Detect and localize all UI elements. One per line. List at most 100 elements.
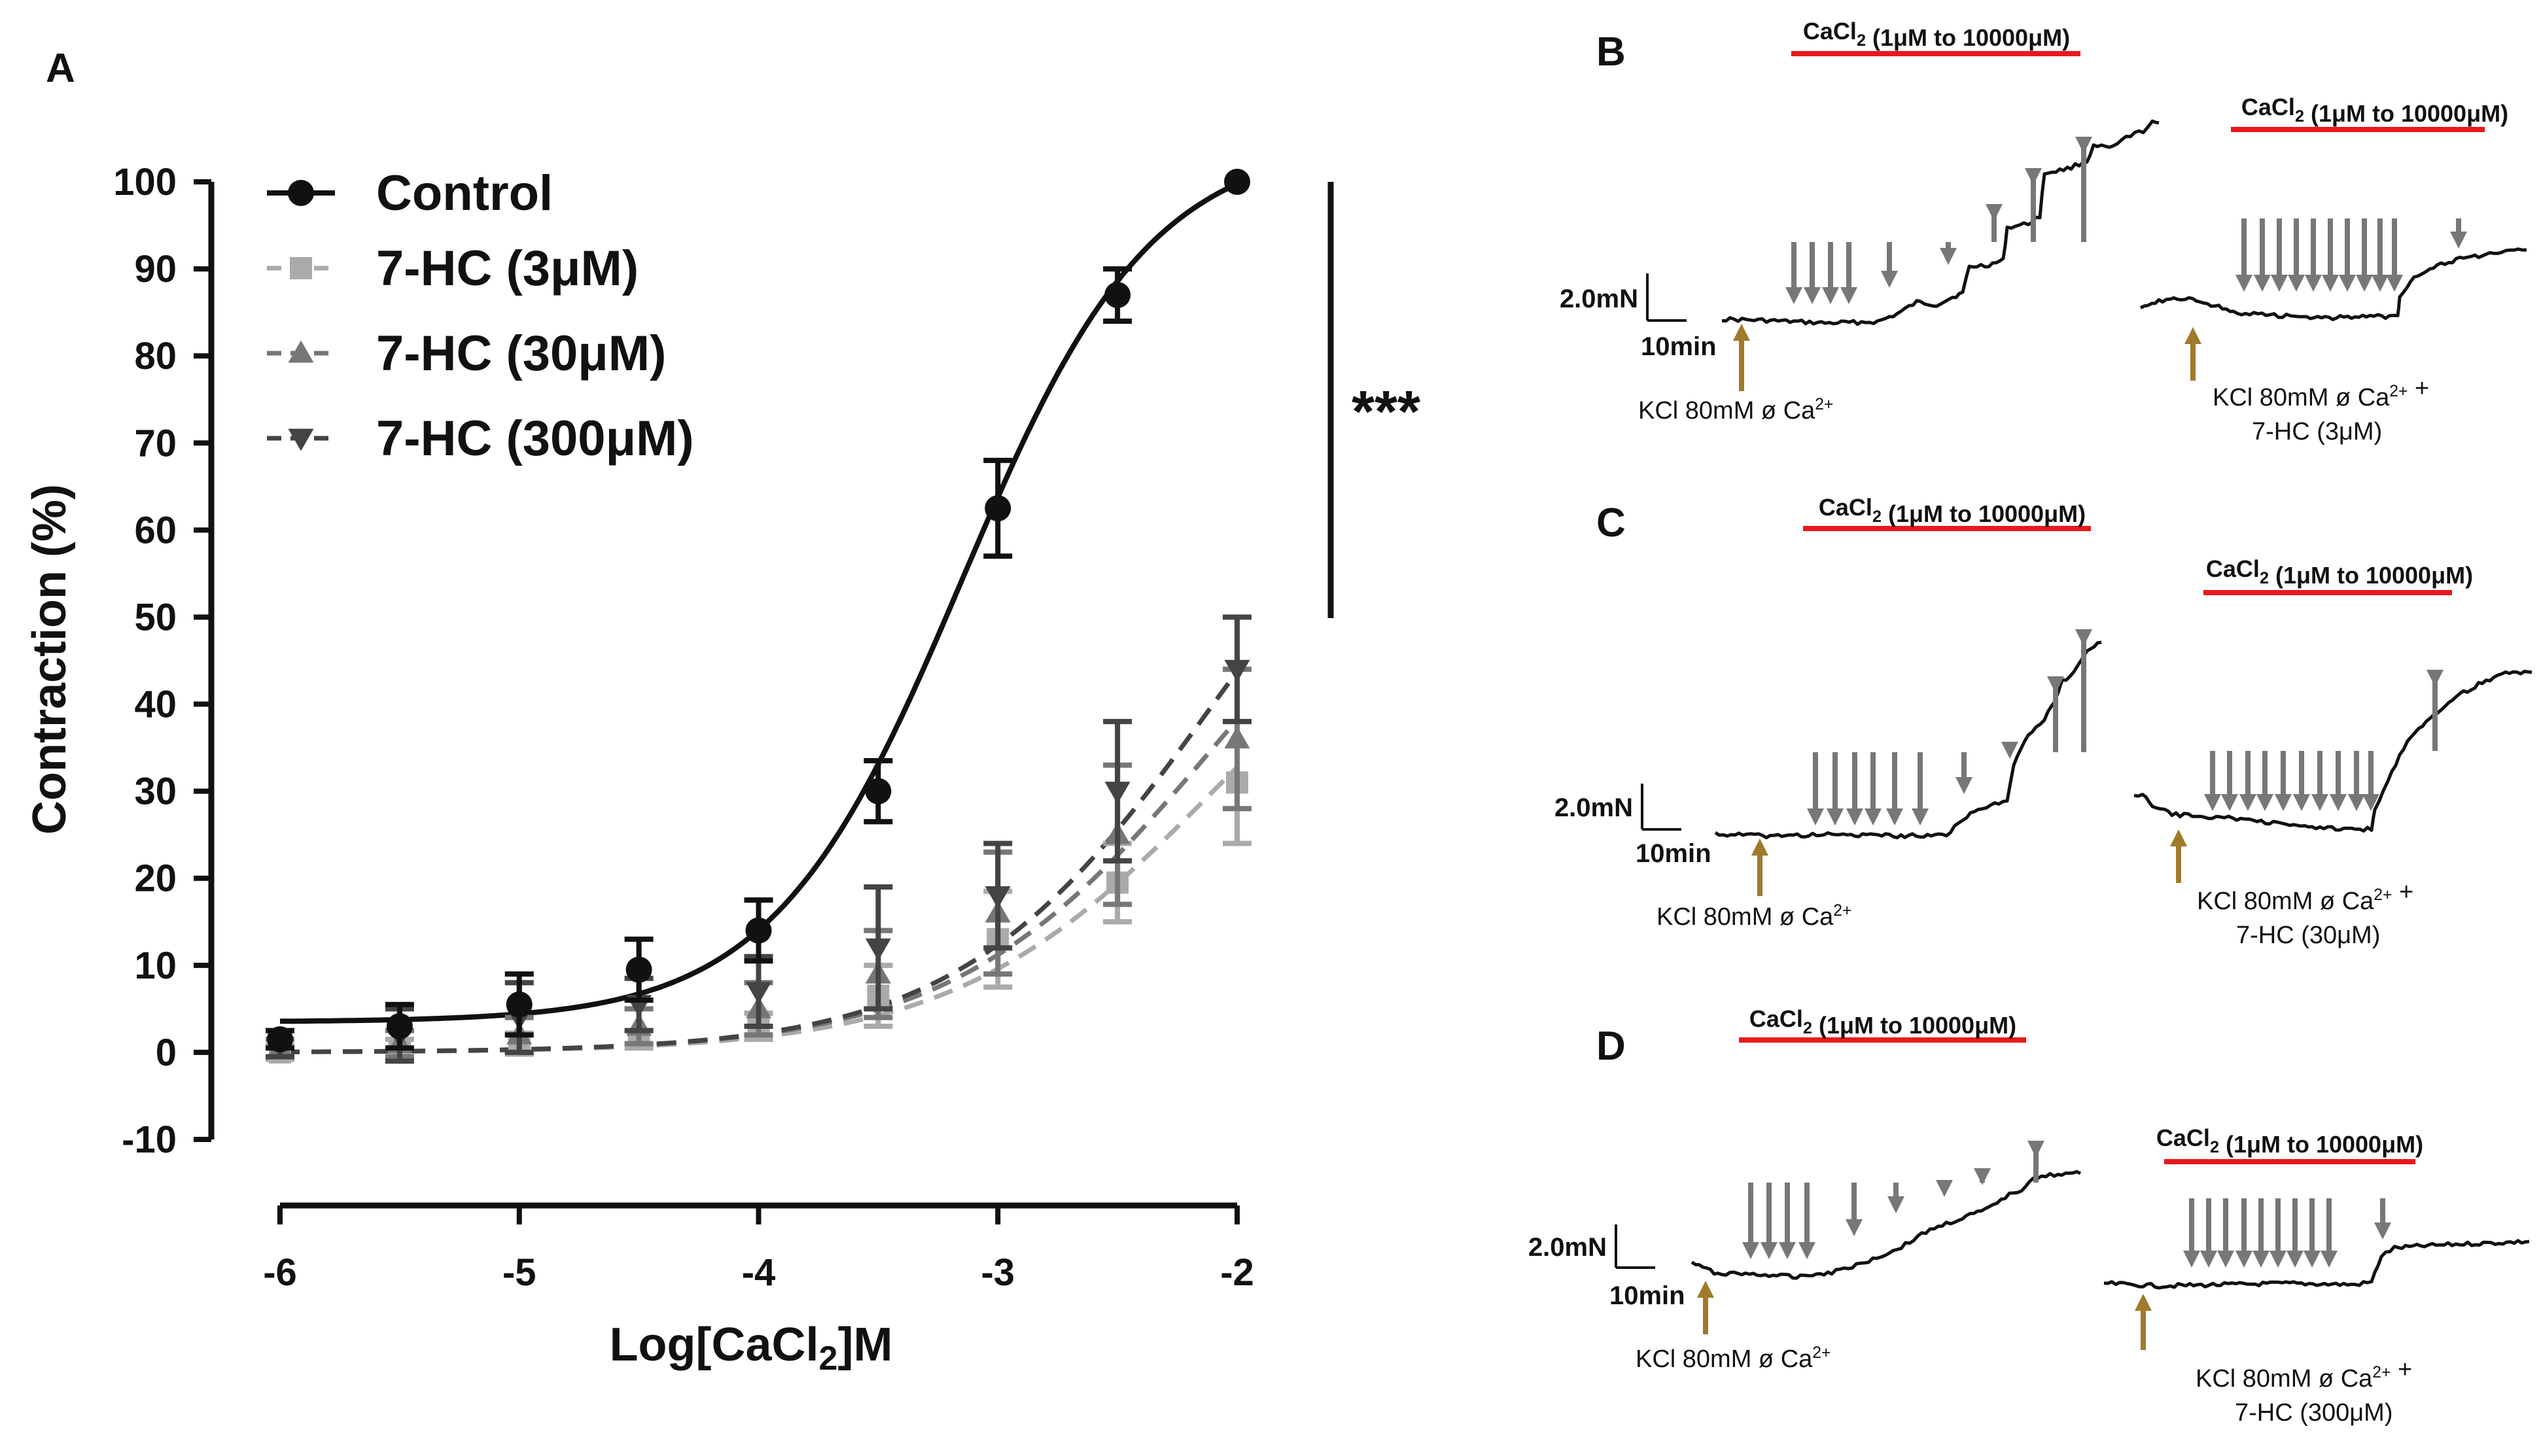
addition-arrow-head (1955, 777, 1972, 794)
addition-arrow-head (2217, 1251, 2234, 1268)
data-point (1224, 659, 1250, 682)
addition-arrow-head (2450, 232, 2467, 249)
addition-arrow-head (1912, 808, 1929, 825)
scale-time-label: 10min (1609, 1281, 1685, 1310)
tension-trace (2133, 670, 2532, 833)
addition-arrow-head (2235, 275, 2252, 292)
cacl2-bar-label: CaCl2 (1μM to 10000μM) (1749, 1005, 2016, 1039)
addition-arrow-head (2356, 275, 2373, 292)
x-axis-label: Log[CaCl2]M (610, 1319, 893, 1378)
scale-time-label: 10min (1641, 332, 1717, 361)
panel-a: A -10 0 10 20 30 40 50 60 70 80 90 100 -6 -5 -4 -3 -2 Co… (24, 46, 1420, 1378)
data-point (745, 917, 772, 944)
addition-arrow-head (2271, 275, 2288, 292)
addition-arrow-head (1827, 808, 1844, 825)
addition-arrow-head (2322, 275, 2339, 292)
data-point (267, 1026, 293, 1052)
addition-arrow-head (2001, 742, 2018, 759)
kcl-label: KCl 80mM ø Ca2+ (1636, 1344, 1831, 1373)
addition-arrow-head (1822, 287, 1839, 304)
y-tick-label: 20 (134, 858, 177, 900)
kcl-label-line2: 7-HC (3μM) (2252, 418, 2382, 445)
addition-arrow-head (1804, 287, 1821, 304)
addition-arrow-head (2288, 275, 2305, 292)
tension-trace (1691, 1170, 2082, 1280)
legend-label: 7-HC (300μM) (376, 411, 694, 466)
y-tick-label: 10 (134, 945, 177, 987)
addition-arrow-head (1798, 1242, 1815, 1259)
y-tick-label: 40 (134, 684, 177, 726)
addition-arrow-head (1881, 271, 1898, 288)
cacl2-bar-label: CaCl2 (1μM to 10000μM) (1819, 494, 2086, 527)
addition-arrow-head (2311, 794, 2328, 811)
data-point (985, 886, 1011, 909)
trace-left: CaCl2 (1μM to 10000μM) KCl 80mM ø Ca2+ (1636, 1005, 2082, 1373)
y-axis-label: Contraction (%) (24, 484, 76, 835)
trace-left: CaCl2 (1μM to 10000μM) KCl 80mM ø Ca2+ (1656, 494, 2102, 931)
legend-marker (290, 257, 312, 279)
scale-force-label: 2.0mN (1560, 285, 1638, 313)
addition-arrow-head (2047, 676, 2064, 693)
kcl-arrow-head (2184, 327, 2201, 344)
data-point (745, 982, 772, 1005)
y-tick-label: 60 (134, 509, 177, 551)
scale-force-label: 2.0mN (1554, 793, 1633, 822)
y-tick-label: 80 (134, 335, 177, 377)
cacl2-bar-label: CaCl2 (1μM to 10000μM) (2156, 1124, 2423, 1158)
scale-time-label: 10min (1636, 839, 1711, 868)
cacl2-bar-label: CaCl2 (1μM to 10000μM) (1803, 18, 2070, 51)
kcl-label: KCl 80mM ø Ca2+ (1656, 902, 1851, 931)
data-point (865, 938, 891, 961)
x-tick-label: -2 (1220, 1251, 1254, 1294)
y-tick-label: 70 (134, 422, 177, 464)
legend-marker (288, 428, 314, 451)
addition-arrow-head (1742, 1242, 1759, 1259)
data-point (625, 956, 652, 983)
y-tick-label: 90 (134, 248, 177, 290)
addition-arrow-head (2027, 1141, 2044, 1158)
addition-arrow-head (1974, 1168, 1991, 1185)
legend-label: 7-HC (30μM) (376, 326, 666, 381)
x-tick-label: -6 (263, 1251, 297, 1294)
kcl-arrow-head (2135, 1294, 2152, 1311)
y-tick-label: 100 (113, 161, 177, 203)
kcl-arrow-head (1697, 1281, 1714, 1298)
addition-arrow-head (1761, 1242, 1778, 1259)
data-point (506, 991, 533, 1018)
kcl-label: KCl 80mM ø Ca2+ + (2213, 375, 2429, 411)
addition-arrow-head (1865, 808, 1882, 825)
cacl2-bar-label: CaCl2 (1μM to 10000μM) (2241, 94, 2508, 127)
addition-arrow-head (2204, 794, 2221, 811)
addition-arrow-head (2235, 1251, 2252, 1268)
addition-arrow-head (2304, 1251, 2321, 1268)
kcl-arrow-head (2170, 829, 2187, 846)
addition-arrow-head (2305, 275, 2322, 292)
addition-arrow-head (1986, 204, 2003, 221)
addition-arrow-head (2256, 794, 2273, 811)
addition-arrow-head (1886, 808, 1903, 825)
tension-trace (1721, 119, 2160, 326)
addition-arrow-head (2386, 275, 2403, 292)
x-tick-label: -3 (981, 1251, 1015, 1294)
addition-arrow-head (2239, 794, 2256, 811)
tension-trace (2103, 1239, 2530, 1290)
data-point (985, 495, 1011, 522)
addition-arrow-head (2275, 794, 2292, 811)
addition-arrow-head (2075, 629, 2092, 646)
addition-arrow-head (2372, 275, 2389, 292)
addition-arrow-head (1779, 1242, 1796, 1259)
trace-right: CaCl2 (1μM to 10000μM) KCl 80mM ø Ca2+ + 7… (2133, 555, 2532, 949)
y-tick-label: 30 (134, 771, 177, 813)
data-point (1104, 282, 1131, 309)
scale-force-label: 2.0mN (1528, 1233, 1607, 1262)
data-point (386, 1013, 413, 1039)
addition-arrow-head (2254, 275, 2271, 292)
addition-arrow-head (1807, 808, 1824, 825)
significance-stars: *** (1352, 379, 1420, 445)
addition-arrow-head (2269, 1251, 2287, 1268)
chart-axes: -10 0 10 20 30 40 50 60 70 80 90 100 -6 -5 -4 -3 -2 (113, 161, 1254, 1294)
trace-right: CaCl2 (1μM to 10000μM) KCl 80mM ø Ca2+ + 7… (2139, 94, 2527, 445)
fit-curve-0 (280, 181, 1238, 1024)
addition-arrow-head (1936, 1180, 1953, 1197)
